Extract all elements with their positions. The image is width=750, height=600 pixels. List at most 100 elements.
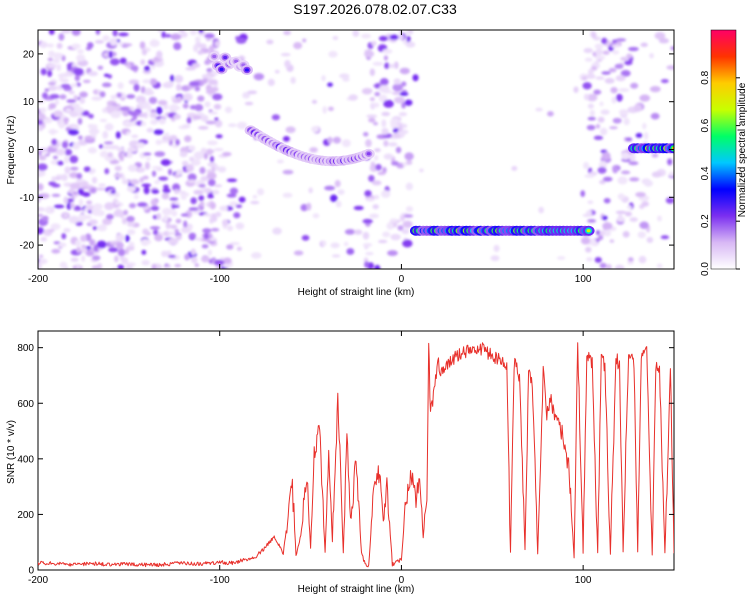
noise-blob	[337, 189, 345, 195]
noise-blob	[620, 69, 631, 77]
noise-blob	[213, 103, 222, 110]
noise-blob	[371, 40, 377, 46]
noise-blob	[40, 68, 47, 76]
noise-blob	[603, 197, 611, 204]
noise-blob	[628, 161, 639, 166]
noise-blob	[388, 63, 396, 69]
noise-blob	[141, 259, 150, 266]
noise-blob	[110, 94, 118, 100]
noise-blob	[38, 262, 43, 269]
noise-blob	[38, 150, 42, 157]
noise-blob	[73, 67, 84, 76]
noise-blob	[131, 134, 139, 139]
noise-blob	[593, 135, 604, 141]
noise-blob	[649, 86, 661, 93]
noise-blob	[290, 76, 296, 84]
noise-blob	[99, 151, 107, 158]
noise-blob	[171, 95, 176, 101]
noise-blob	[238, 196, 246, 203]
noise-blob	[398, 124, 403, 132]
noise-blob	[119, 57, 127, 65]
noise-blob	[583, 93, 590, 101]
noise-blob	[38, 198, 41, 203]
noise-blob	[192, 115, 202, 120]
noise-blob	[267, 78, 275, 87]
noise-blob	[236, 37, 247, 44]
noise-blob	[49, 93, 60, 100]
noise-blob	[162, 187, 171, 194]
noise-blob	[390, 233, 401, 241]
noise-blob	[610, 86, 618, 94]
noise-blob	[142, 228, 149, 235]
noise-blob	[199, 43, 207, 49]
noise-blob	[626, 53, 633, 59]
noise-blob	[164, 132, 170, 138]
noise-blob	[174, 75, 184, 83]
noise-blob	[180, 227, 191, 234]
noise-blob	[366, 114, 378, 118]
noise-blob	[115, 241, 124, 250]
noise-blob	[190, 197, 197, 205]
noise-blob	[70, 166, 79, 171]
noise-blob	[629, 217, 638, 222]
noise-blob	[94, 40, 105, 44]
noise-blob	[618, 109, 629, 115]
noise-blob	[614, 264, 625, 269]
noise-blob	[201, 244, 209, 249]
noise-blob	[129, 178, 139, 185]
spectrogram-x-tick-label: -200	[28, 274, 48, 285]
noise-blob	[282, 169, 294, 175]
noise-blob	[397, 225, 404, 231]
noise-blob	[135, 95, 146, 104]
noise-blob	[602, 176, 613, 182]
noise-blob	[119, 106, 130, 112]
noise-blob	[169, 104, 179, 112]
noise-blob	[597, 234, 604, 241]
noise-blob	[608, 67, 617, 73]
noise-blob	[202, 228, 212, 233]
noise-blob	[622, 230, 630, 238]
noise-blob	[109, 58, 120, 66]
noise-blob	[151, 166, 163, 170]
noise-blob	[362, 243, 373, 247]
noise-blob	[90, 187, 97, 194]
noise-blob	[401, 101, 406, 109]
noise-blob	[101, 82, 112, 88]
noise-blob	[203, 153, 208, 160]
noise-blob	[660, 235, 670, 240]
snr-y-axis: 0 200 400 600 800	[17, 343, 674, 577]
noise-blob	[70, 83, 78, 88]
noise-blob	[181, 124, 191, 129]
noise-blob	[256, 188, 265, 196]
noise-blob	[88, 113, 94, 119]
noise-blob	[161, 250, 168, 257]
noise-blob	[331, 254, 341, 258]
noise-blob	[51, 176, 56, 182]
noise-blob	[399, 92, 409, 96]
noise-blob	[38, 258, 48, 265]
noise-blob	[224, 106, 233, 114]
noise-blob	[48, 50, 56, 58]
noise-blob	[102, 218, 113, 226]
noise-blob	[127, 164, 138, 172]
noise-blob	[117, 147, 125, 152]
noise-blob	[204, 33, 215, 39]
signal-feature	[208, 51, 253, 75]
noise-blob	[103, 73, 110, 77]
noise-blob	[46, 63, 57, 69]
noise-blob	[626, 205, 632, 210]
noise-blob	[362, 231, 370, 240]
noise-blob	[69, 172, 79, 179]
noise-blob	[188, 179, 196, 183]
spectrogram-x-label: Height of straight line (km)	[298, 287, 415, 298]
noise-blob	[594, 257, 602, 263]
snr-x-axis: -200 -100 0 100	[28, 331, 592, 586]
noise-blob	[76, 263, 81, 269]
noise-blob	[203, 232, 209, 240]
noise-blob	[167, 231, 176, 236]
noise-blob	[158, 176, 169, 181]
noise-blob	[625, 137, 633, 142]
noise-blob	[348, 94, 358, 101]
noise-blob	[394, 96, 405, 104]
noise-blob	[205, 38, 212, 42]
